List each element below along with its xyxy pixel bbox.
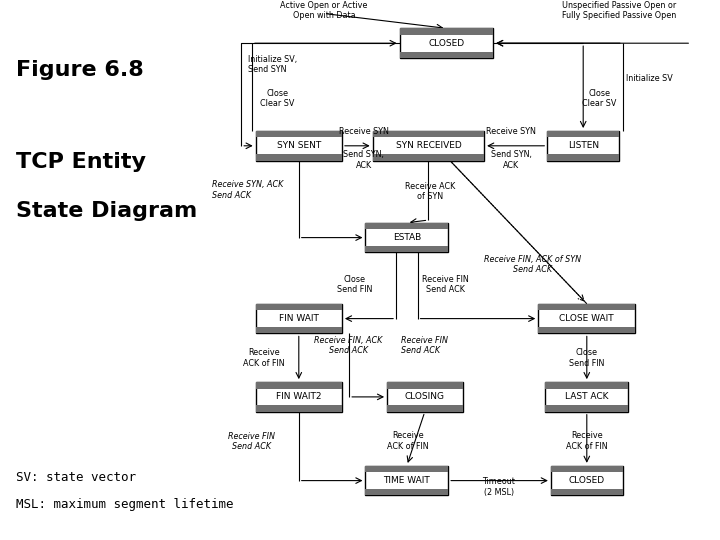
Bar bbox=[365, 246, 448, 252]
Bar bbox=[551, 489, 623, 496]
Text: Receive SYN, ACK
Send ACK: Receive SYN, ACK Send ACK bbox=[212, 180, 284, 200]
Text: Close
Send FIN: Close Send FIN bbox=[337, 275, 373, 294]
Bar bbox=[538, 303, 635, 333]
Text: Timeout
(2 MSL): Timeout (2 MSL) bbox=[482, 477, 516, 497]
Text: Receive
ACK of FIN: Receive ACK of FIN bbox=[387, 431, 429, 451]
Text: Send SYN,
ACK: Send SYN, ACK bbox=[491, 150, 531, 170]
Text: LAST ACK: LAST ACK bbox=[565, 393, 608, 401]
Text: Close
Clear SV: Close Clear SV bbox=[260, 89, 294, 108]
Text: SYN RECEIVED: SYN RECEIVED bbox=[395, 141, 462, 150]
Text: Receive
ACK of FIN: Receive ACK of FIN bbox=[243, 348, 285, 368]
Bar bbox=[256, 405, 342, 411]
Bar bbox=[387, 382, 463, 388]
Bar bbox=[546, 405, 628, 411]
Bar bbox=[546, 382, 628, 388]
Text: ESTAB: ESTAB bbox=[392, 233, 421, 242]
Bar bbox=[551, 465, 623, 472]
Text: Close
Send FIN: Close Send FIN bbox=[569, 348, 605, 368]
Text: Send SYN,
ACK: Send SYN, ACK bbox=[343, 150, 384, 170]
Bar bbox=[538, 327, 635, 333]
Text: Receive FIN, ACK of SYN
Send ACK: Receive FIN, ACK of SYN Send ACK bbox=[485, 255, 581, 274]
Bar bbox=[256, 327, 342, 333]
Bar bbox=[365, 222, 448, 229]
Bar bbox=[547, 154, 619, 160]
Bar bbox=[547, 131, 619, 160]
Text: Receive SYN: Receive SYN bbox=[486, 127, 536, 136]
Text: CLOSING: CLOSING bbox=[405, 393, 445, 401]
Text: Receive FIN, ACK
Send ACK: Receive FIN, ACK Send ACK bbox=[315, 336, 382, 355]
Text: Receive
ACK of FIN: Receive ACK of FIN bbox=[566, 431, 608, 451]
Bar bbox=[365, 222, 448, 252]
Bar bbox=[373, 131, 484, 160]
Text: Close
Clear SV: Close Clear SV bbox=[582, 89, 616, 108]
Text: LISTEN: LISTEN bbox=[567, 141, 599, 150]
Bar bbox=[256, 154, 342, 160]
Text: Unspecified Passive Open or
Fully Specified Passive Open: Unspecified Passive Open or Fully Specif… bbox=[562, 1, 676, 21]
Text: Active Open or Active
Open with Data: Active Open or Active Open with Data bbox=[280, 1, 368, 21]
Text: Figure 6.8: Figure 6.8 bbox=[16, 60, 143, 80]
Text: SYN SENT: SYN SENT bbox=[276, 141, 321, 150]
Bar bbox=[387, 405, 463, 411]
Text: Receive FIN
Send ACK: Receive FIN Send ACK bbox=[228, 432, 276, 451]
Bar bbox=[256, 131, 342, 160]
Text: TIME WAIT: TIME WAIT bbox=[384, 476, 430, 485]
Bar bbox=[256, 382, 342, 411]
Text: Receive SYN: Receive SYN bbox=[338, 127, 389, 136]
Bar bbox=[365, 465, 448, 496]
Bar bbox=[256, 303, 342, 333]
Bar bbox=[546, 382, 628, 411]
Text: SV: state vector: SV: state vector bbox=[16, 471, 136, 484]
Text: Receive FIN
Send ACK: Receive FIN Send ACK bbox=[422, 275, 468, 294]
Bar bbox=[373, 131, 484, 137]
Text: TCP Entity: TCP Entity bbox=[16, 152, 146, 172]
Bar bbox=[400, 28, 493, 35]
Bar bbox=[256, 131, 342, 137]
Text: CLOSED: CLOSED bbox=[428, 39, 464, 48]
Bar bbox=[547, 131, 619, 137]
Text: Initialize SV: Initialize SV bbox=[626, 74, 673, 83]
Bar bbox=[256, 382, 342, 388]
Bar bbox=[400, 51, 493, 58]
Text: State Diagram: State Diagram bbox=[16, 200, 197, 221]
Text: Initialize SV,
Send SYN: Initialize SV, Send SYN bbox=[248, 55, 297, 75]
Bar bbox=[538, 303, 635, 310]
Bar bbox=[365, 489, 448, 496]
Text: FIN WAIT2: FIN WAIT2 bbox=[276, 393, 322, 401]
Bar bbox=[551, 465, 623, 496]
Text: Receive FIN
Send ACK: Receive FIN Send ACK bbox=[401, 336, 448, 355]
Bar bbox=[365, 465, 448, 472]
Bar bbox=[387, 382, 463, 411]
Text: Receive ACK
of SYN: Receive ACK of SYN bbox=[405, 182, 456, 201]
Text: CLOSE WAIT: CLOSE WAIT bbox=[559, 314, 614, 323]
Bar bbox=[400, 28, 493, 58]
Bar bbox=[256, 303, 342, 310]
Text: CLOSED: CLOSED bbox=[569, 476, 605, 485]
Bar bbox=[373, 154, 484, 160]
Text: MSL: maximum segment lifetime: MSL: maximum segment lifetime bbox=[16, 498, 233, 511]
Text: FIN WAIT: FIN WAIT bbox=[279, 314, 319, 323]
